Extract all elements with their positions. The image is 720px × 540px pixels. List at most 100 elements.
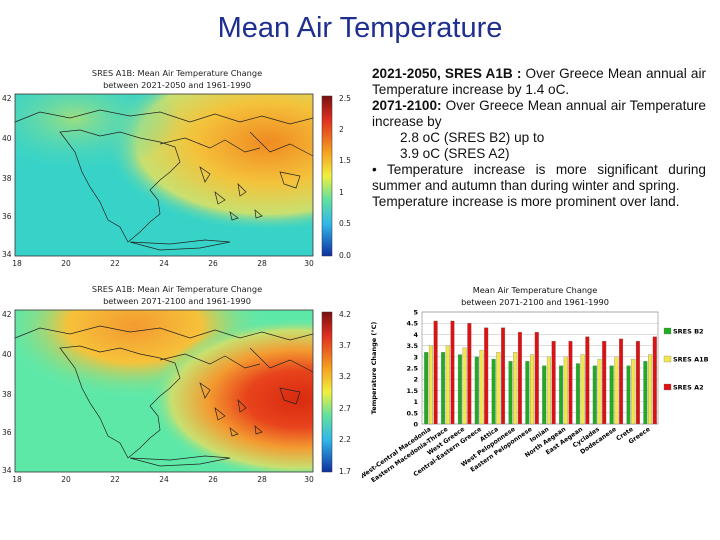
map2-xtick: 24 [159, 475, 169, 484]
map2-colorbar [321, 311, 333, 473]
map1-xtick: 30 [304, 259, 314, 268]
map2-svg: 42 40 38 36 34 18 20 22 24 26 28 30 4.2 … [2, 309, 351, 484]
legend-label: SRES A1B [673, 356, 709, 364]
map1-colorbar [321, 95, 333, 257]
bar-sres-b2 [609, 365, 614, 425]
bar-sres-a1b [445, 345, 450, 425]
bar-sres-b2 [474, 356, 479, 425]
map1-coastlines [14, 109, 314, 251]
map1-ytick: 36 [2, 212, 12, 221]
map1-cbar-tick: 1.5 [339, 156, 351, 165]
bar-sres-a2 [551, 340, 556, 425]
para-land: Temperature increase is more prominent o… [372, 194, 680, 209]
bar-sres-a2 [450, 320, 455, 425]
map2-cbar-tick: 1.7 [339, 467, 351, 476]
map1-cbar-tick: 2.5 [339, 94, 351, 103]
bar-sres-a2 [484, 327, 489, 425]
map1-yticks: 42 40 38 36 34 [2, 94, 12, 259]
bar-chart-ylabel: Temperature Change (°C) [370, 322, 378, 415]
bar-sres-a1b [597, 358, 602, 425]
map1-ytick: 40 [2, 134, 12, 143]
map1-ytick: 42 [2, 94, 12, 103]
map1-cbar-tick: 0.0 [339, 251, 351, 260]
map1-panel: 42 40 38 36 34 18 20 22 24 26 28 30 2.5 … [0, 92, 360, 268]
bar-sres-a2 [619, 338, 624, 425]
map1-cbar-tick: 0.5 [339, 219, 351, 228]
map2-title-line1: SRES A1B: Mean Air Temperature Change [91, 284, 263, 294]
map1-xtick: 24 [159, 259, 169, 268]
bar-chart-ytick: 4.5 [406, 320, 418, 328]
map1-ytick: 34 [2, 250, 12, 259]
map1-frame [14, 93, 314, 257]
bar-chart-title: Mean Air Temperature Change between 2071… [420, 284, 650, 308]
bar-sres-b2 [457, 354, 462, 425]
slide-title: Mean Air Temperature [217, 12, 503, 44]
bar-sres-a2 [568, 340, 573, 425]
map2-ytick: 36 [2, 428, 12, 437]
map2-xtick: 28 [257, 475, 267, 484]
map1-xtick: 20 [61, 259, 71, 268]
bar-chart-ytick: 2.5 [406, 365, 418, 373]
bar-sres-b2 [643, 361, 648, 425]
para-2021-bold: 2021-2050, SRES A1B : [372, 66, 522, 81]
bar-sres-a1b [546, 356, 551, 425]
map2-cbar-tick: 2.7 [339, 404, 351, 413]
map2-cbar-tick: 3.7 [339, 341, 351, 350]
para-2071-bold: 2071-2100: [372, 98, 442, 113]
map2-ytick: 40 [2, 350, 12, 359]
bar-sres-a2 [433, 320, 438, 425]
map2-yticks: 42 40 38 36 34 [2, 310, 12, 475]
para-2021: 2021-2050, SRES A1B : Over Greece Mean a… [372, 66, 706, 98]
map1-cbar-tick: 1 [339, 188, 344, 197]
map2-ytick: 34 [2, 466, 12, 475]
map1-svg: 42 40 38 36 34 18 20 22 24 26 28 30 2.5 … [2, 93, 351, 268]
map2-ytick: 38 [2, 390, 12, 399]
bar-sres-a1b [580, 354, 585, 425]
map2-xtick: 30 [304, 475, 314, 484]
bar-sres-a2 [652, 336, 657, 425]
bar-chart-ytick: 3 [413, 353, 418, 361]
bar-chart-title-line1: Mean Air Temperature Change [472, 285, 598, 295]
bar-chart-ytick: 1.5 [406, 387, 418, 395]
para-a2: 3.9 oC (SRES A2) [400, 146, 510, 161]
bar-sres-a1b [496, 352, 501, 425]
para-b2: 2.8 oC (SRES B2) up to [400, 130, 545, 145]
bar-sres-b2 [575, 363, 580, 425]
bar-chart-ytick: 2 [413, 376, 418, 384]
bar-sres-a2 [501, 327, 506, 425]
bar-chart-ytick: 5 [413, 309, 418, 317]
bar-sres-b2 [592, 365, 597, 425]
map2-hot-zone [15, 310, 313, 472]
summary-text: 2021-2050, SRES A1B : Over Greece Mean a… [372, 66, 706, 210]
map2-xticks: 18 20 22 24 26 28 30 [12, 475, 314, 484]
map1-xtick: 18 [12, 259, 22, 268]
map2-panel: 42 40 38 36 34 18 20 22 24 26 28 30 4.2 … [0, 308, 360, 484]
map1-xticks: 18 20 22 24 26 28 30 [12, 259, 314, 268]
legend-label: SRES B2 [673, 328, 704, 336]
bar-sres-b2 [626, 365, 631, 425]
bar-chart-ytick: 0 [413, 421, 418, 429]
bar-sres-a2 [635, 340, 640, 425]
bar-sres-b2 [424, 352, 429, 425]
legend-swatch [663, 355, 672, 363]
bar-sres-b2 [508, 361, 513, 425]
map2-cbar-tick: 4.2 [339, 310, 351, 319]
bar-chart-title-line2: between 2071-2100 and 1961-1990 [461, 297, 609, 307]
bar-sres-b2 [542, 365, 547, 425]
bar-chart-ytick: 4 [413, 331, 418, 339]
bar-chart-ytick: 1 [413, 398, 418, 406]
bar-chart-ytick: 0.5 [406, 409, 418, 417]
bar-sres-a1b [479, 349, 484, 425]
bar-chart-ytick: 3.5 [406, 342, 418, 350]
map1-title-line2: between 2021-2050 and 1961-1990 [103, 80, 251, 90]
legend-label: SRES A2 [673, 384, 704, 392]
map1-cbar-tick: 2 [339, 125, 344, 134]
bar-sres-a1b [428, 345, 433, 425]
map2-colorbar-ticks: 4.2 3.7 3.2 2.7 2.2 1.7 [339, 310, 351, 476]
map1-west-zone [15, 94, 313, 256]
bar-sres-b2 [441, 352, 446, 425]
map1-ytick: 38 [2, 174, 12, 183]
bar-sres-a1b [513, 352, 518, 425]
bar-sres-a1b [614, 356, 619, 425]
map2-xtick: 20 [61, 475, 71, 484]
